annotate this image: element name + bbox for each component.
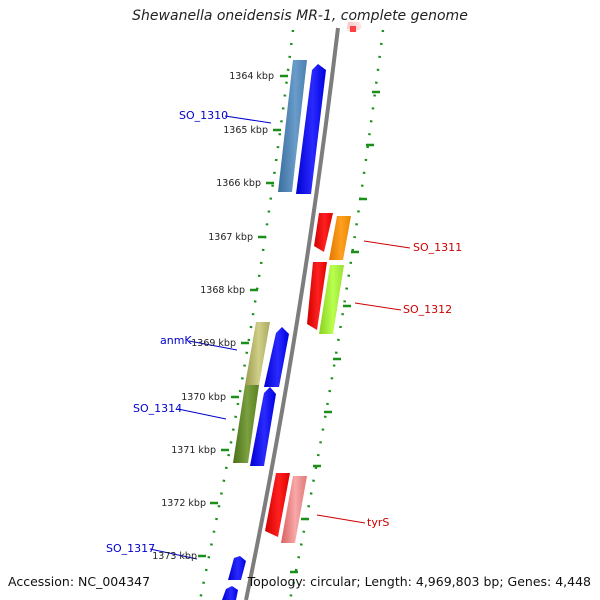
- gene-label-so1317[interactable]: SO_1317: [106, 542, 155, 555]
- tick-label: 1368 kbp: [200, 285, 245, 296]
- gene-label-tyrs[interactable]: tyrS: [367, 516, 389, 529]
- genome-backbone: [244, 27, 340, 600]
- gene-so1317-arrow[interactable]: [228, 556, 246, 580]
- gene-labels: SO_1310 anmK SO_1314 SO_1317 SO_1311 SO_…: [106, 109, 462, 555]
- tick-label: 1371 kbp: [171, 445, 216, 456]
- feature-top-red-strip[interactable]: [350, 26, 356, 32]
- tick-label: 1367 kbp: [208, 232, 253, 243]
- gene-tyrs-arrow[interactable]: [265, 473, 290, 537]
- tick-marks-left: [198, 74, 288, 558]
- gene-so1314-arrow[interactable]: [250, 387, 276, 466]
- accession-text: Accession: NC_004347: [8, 574, 151, 589]
- gene-label-so1310[interactable]: SO_1310: [179, 109, 228, 122]
- gene-so1310-cds[interactable]: [278, 60, 307, 192]
- tick-label: 1364 kbp: [229, 71, 274, 82]
- genome-stats-text: Topology: circular; Length: 4,969,803 bp…: [247, 574, 591, 589]
- gene-so1311-arrow[interactable]: [314, 213, 333, 252]
- gene-so1312-cds[interactable]: [319, 265, 344, 334]
- tick-label: 1372 kbp: [161, 498, 206, 509]
- tick-label: 1366 kbp: [216, 178, 261, 189]
- gene-label-so1314[interactable]: SO_1314: [133, 402, 182, 415]
- gene-label-anmk[interactable]: anmK: [160, 334, 192, 347]
- gene-so1314-cds[interactable]: [233, 385, 259, 463]
- map-title: Shewanella oneidensis MR-1, complete gen…: [132, 8, 468, 24]
- gene-bottom-partial[interactable]: [222, 586, 238, 600]
- tick-label: 1365 kbp: [223, 125, 268, 136]
- tick-marks-right: [290, 90, 380, 574]
- outer-dotted-guide-right: [288, 29, 385, 600]
- gene-anmk-arrow[interactable]: [264, 327, 289, 387]
- gene-so1312-arrow[interactable]: [307, 262, 327, 330]
- tick-label: 1369 kbp: [191, 338, 236, 349]
- gene-tyrs-cds[interactable]: [281, 476, 307, 543]
- tick-label: 1373 kbp: [152, 551, 197, 562]
- gene-so1311-cds[interactable]: [329, 216, 351, 260]
- gene-label-so1312[interactable]: SO_1312: [403, 303, 452, 316]
- gene-label-so1311[interactable]: SO_1311: [413, 241, 462, 254]
- gene-anmk-cds[interactable]: [245, 322, 270, 385]
- tick-label: 1370 kbp: [181, 392, 226, 403]
- feature-top-partial[interactable]: [346, 26, 360, 32]
- tick-labels: 1364 kbp 1365 kbp 1366 kbp 1367 kbp 1368…: [152, 71, 274, 562]
- gene-so1310-arrow[interactable]: [296, 64, 326, 194]
- label-leader-lines: [149, 115, 411, 560]
